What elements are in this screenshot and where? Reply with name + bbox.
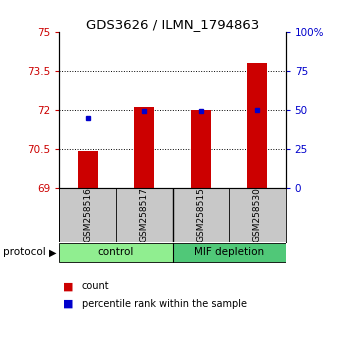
Text: MIF depletion: MIF depletion xyxy=(194,247,264,257)
Text: ■: ■ xyxy=(63,299,73,309)
Text: control: control xyxy=(98,247,134,257)
Bar xyxy=(78,152,98,188)
Text: count: count xyxy=(82,281,109,291)
Bar xyxy=(134,107,154,188)
Title: GDS3626 / ILMN_1794863: GDS3626 / ILMN_1794863 xyxy=(86,18,259,31)
Text: ▶: ▶ xyxy=(49,247,57,257)
Text: GSM258517: GSM258517 xyxy=(140,187,149,242)
Text: percentile rank within the sample: percentile rank within the sample xyxy=(82,299,246,309)
Text: protocol: protocol xyxy=(3,247,46,257)
Bar xyxy=(59,242,173,262)
Bar xyxy=(248,63,267,188)
Bar xyxy=(173,242,286,262)
Text: GSM258515: GSM258515 xyxy=(196,187,205,242)
Text: ■: ■ xyxy=(63,281,73,291)
Text: GSM258516: GSM258516 xyxy=(83,187,92,242)
Text: GSM258530: GSM258530 xyxy=(253,187,262,242)
Bar xyxy=(191,110,211,188)
